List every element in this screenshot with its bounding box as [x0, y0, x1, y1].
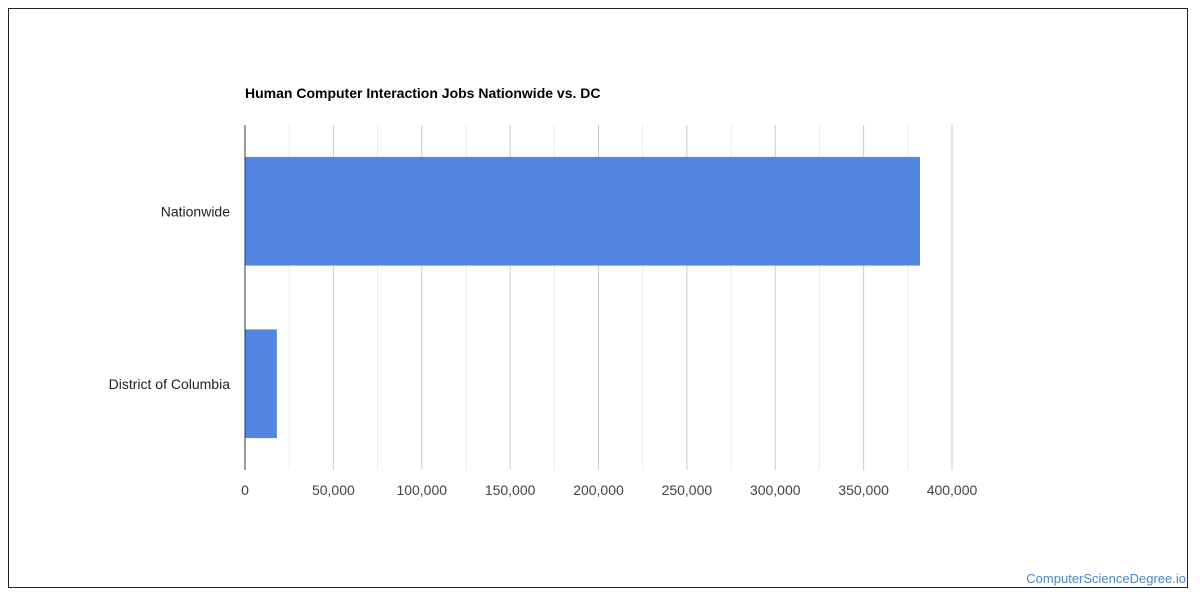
- x-tick-label: 350,000: [838, 482, 889, 498]
- category-label: District of Columbia: [109, 376, 231, 392]
- bar: [245, 156, 921, 266]
- x-tick-label: 200,000: [573, 482, 624, 498]
- x-tick-label: 300,000: [750, 482, 801, 498]
- x-tick-label: 50,000: [312, 482, 355, 498]
- chart-title: Human Computer Interaction Jobs Nationwi…: [245, 85, 601, 101]
- category-label: Nationwide: [161, 203, 230, 219]
- x-tick-label: 100,000: [396, 482, 447, 498]
- bar: [245, 329, 277, 439]
- bars: [245, 156, 921, 439]
- x-tick-label: 0: [241, 482, 249, 498]
- x-tick-label: 400,000: [927, 482, 978, 498]
- x-tick-label: 250,000: [662, 482, 713, 498]
- labels: 0 50,000 100,000 150,000 200,000 250,000 300,0…: [109, 203, 978, 498]
- source-watermark[interactable]: ComputerScienceDegree.io: [1026, 571, 1186, 586]
- x-tick-label: 150,000: [485, 482, 536, 498]
